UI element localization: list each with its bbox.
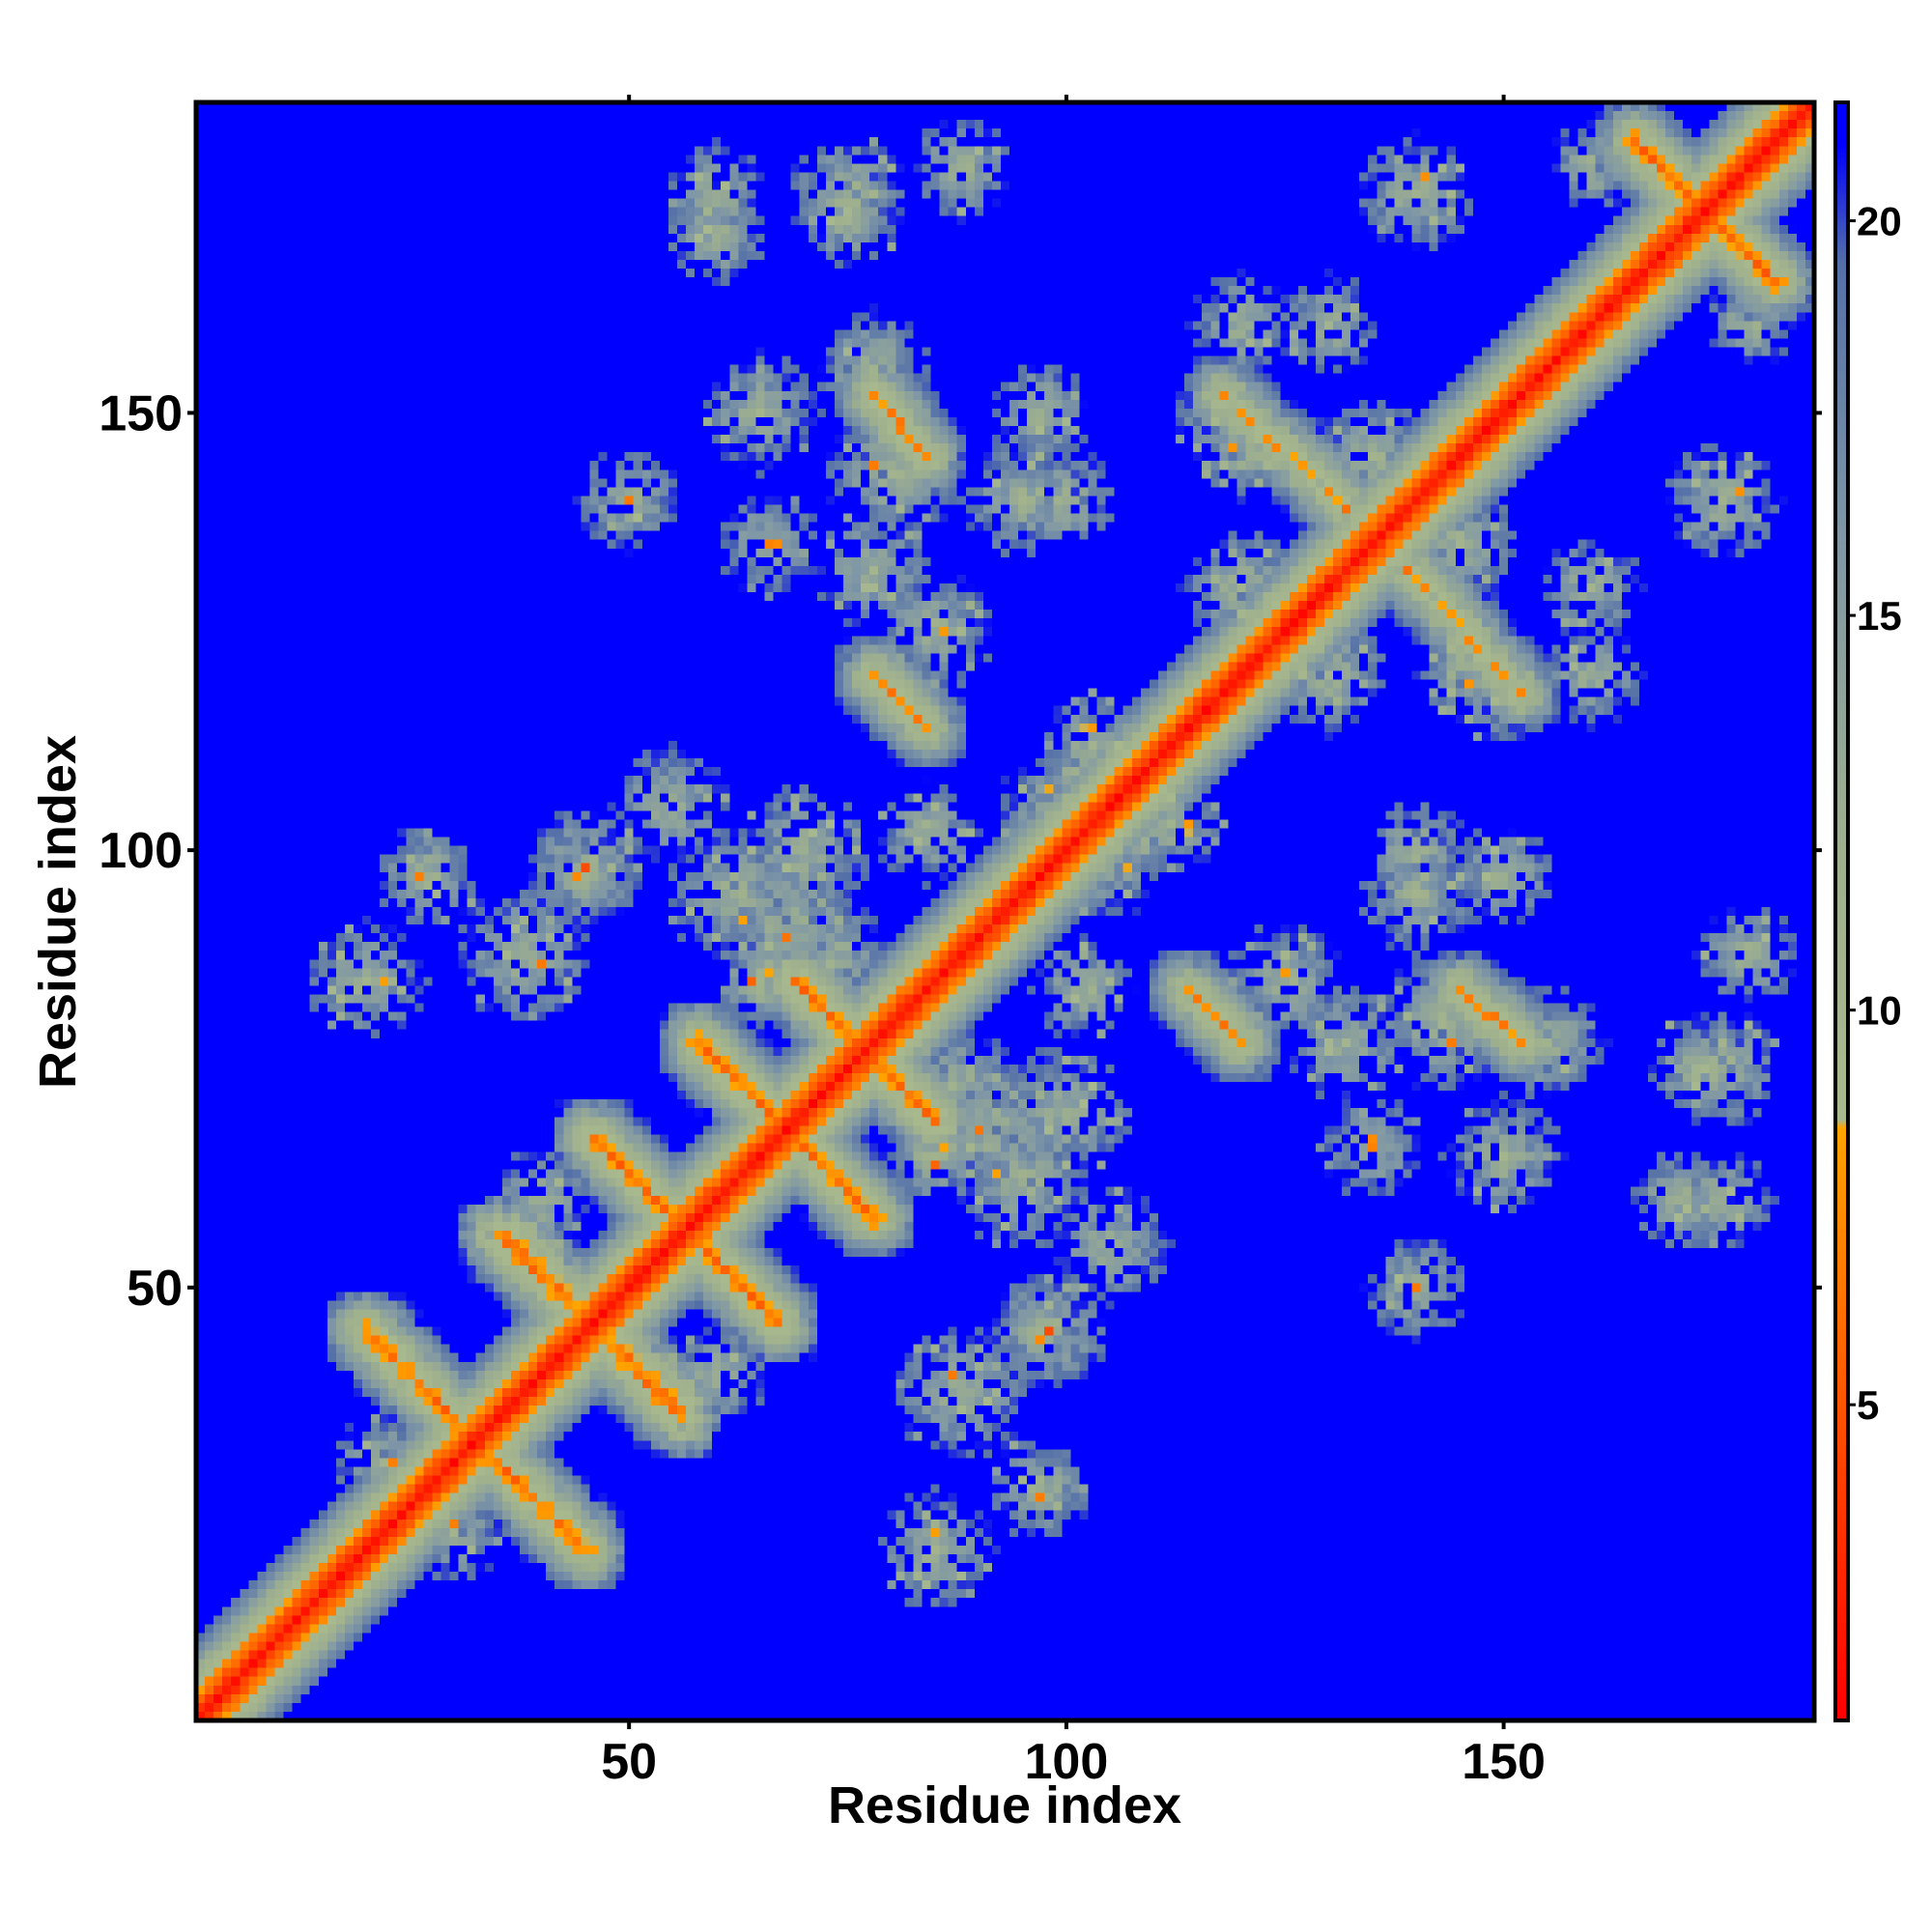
plot-frame [193,99,1817,1723]
colorbar-tick-label: 15 [1857,593,1902,639]
colorbar-frame [1833,100,1850,1722]
colorbar-tick-label: 10 [1857,988,1902,1034]
distance-heatmap [196,102,1814,1720]
y-tick-label: 50 [127,1261,183,1317]
x-axis-ticks: 50 100 150 [601,95,1546,1790]
colorbar-tick-label: 5 [1857,1382,1879,1428]
colorbar-tick-label: 20 [1857,199,1902,244]
x-tick-label: 50 [601,1734,657,1790]
colorbar-ticks: 5 10 15 20 [1848,199,1902,1428]
y-tick-label: 150 [99,385,183,441]
x-tick-label: 100 [1024,1734,1108,1790]
x-axis-title: Residue index [828,1776,1181,1834]
x-tick-label: 150 [1462,1734,1546,1790]
y-axis-title: Residue index [29,735,87,1089]
y-tick-label: 100 [99,823,183,879]
y-axis-ticks: 50 100 150 [99,385,1822,1317]
colorbar-gradient [1835,102,1848,1720]
